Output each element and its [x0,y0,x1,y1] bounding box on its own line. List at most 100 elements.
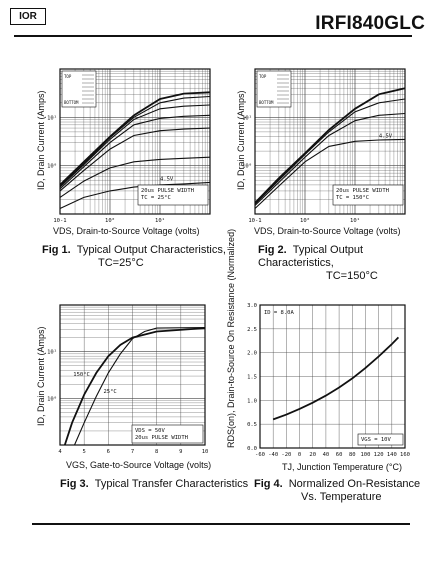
y-tick-label: 0.0 [247,446,257,452]
x-tick-label: 120 [374,452,384,458]
x-tick-label: 100 [360,452,370,458]
fig4-caption-line2: Vs. Temperature [301,491,382,503]
y-tick-label: 2.5 [247,327,257,333]
fig1-caption-line1: Typical Output Characteristics, [76,244,226,256]
series-line-5 [59,156,211,198]
fig2-chart: 10-1 10⁰ 10¹ 10⁰ 10¹ TOP BOTTOM 4.5V 20us PULSE … [242,68,406,224]
fig2-xlabel: VDS, Drain-to-Source Voltage (volts) [254,226,401,236]
annotation-text: ID = 8.0A [264,310,294,316]
annotation-text: 20us PULSE WIDTH [135,435,188,441]
fig2-caption: Fig 2. Typical Output Characteristics, TC… [258,244,438,283]
x-tick-label: 140 [387,452,397,458]
legend-box [61,70,97,108]
annotation-text: 4.5V [379,133,393,139]
fig1-ylabel: ID, Drain Current (Amps) [36,90,46,190]
x-tick-label: 8 [155,449,158,455]
series-line-2 [254,112,406,206]
x-tick-label: 10 [202,449,209,455]
y-tick-label: 10¹ [47,349,57,356]
series-label-25c: 25°C [104,389,117,395]
annotation-text: VGS = 10V [361,437,391,443]
plot-frame [254,68,406,215]
annotation-text: TC = 150°C [336,195,369,201]
y-tick-label: 10⁰ [47,163,57,170]
series-label-150c: 150°C [73,372,90,378]
x-tick-label: 7 [131,449,134,455]
x-tick-label: 10¹ [350,217,360,224]
series-line-0 [59,91,211,186]
logo: IOR [10,8,46,25]
fig4-caption-num: Fig 4. [254,478,283,490]
series-line-3 [59,114,211,190]
x-tick-label: 6 [107,449,110,455]
annotation-text: 4.5V [160,176,174,182]
x-tick-label: 40 [323,452,330,458]
x-tick-label: -20 [281,452,291,458]
fig2-caption-line2: TC=150°C [326,270,378,282]
x-tick-label: 9 [179,449,182,455]
x-tick-label: 80 [349,452,356,458]
fig4-xlabel: TJ, Junction Temperature (°C) [282,462,402,472]
legend-bottom: BOTTOM [259,100,274,105]
y-tick-label: 0.5 [247,422,257,428]
series-line-2 [59,104,211,188]
x-tick-label: 10-1 [248,218,261,224]
fig3-ylabel: ID, Drain Current (Amps) [36,326,46,426]
fig1-xlabel: VDS, Drain-to-Source Voltage (volts) [53,226,200,236]
y-tick-label: 2.0 [247,351,257,357]
series-line-1 [254,98,406,205]
x-tick-label: 4 [58,449,62,455]
annotation-box [332,184,404,206]
series-line-3 [254,138,406,209]
legend-top: TOP [64,74,72,79]
x-tick-label: 20 [309,452,316,458]
header-rule [14,35,412,37]
x-tick-label: 0 [298,452,301,458]
x-tick-label: 160 [400,452,410,458]
series-line-0 [254,87,406,204]
x-tick-label: -40 [268,452,278,458]
x-tick-label: 5 [83,449,86,455]
fig4-plot: -60 -40 -20 0 20 40 60 80 100 120 140 160 0.0 0.5 1.0 1… [247,303,410,458]
x-tick-label: 60 [336,452,343,458]
plot-frame [59,68,211,215]
series-line-0 [63,327,206,446]
x-tick-label: 10-1 [53,218,66,224]
fig1-chart: 10-1 10⁰ 10¹ 10⁰ 10¹ TOP BOTTOM 4.5V 20us PULSE … [47,68,211,224]
fig1-caption-num: Fig 1. [42,244,71,256]
series-line-1 [73,326,206,446]
fig4-caption: Fig 4. Normalized On-Resistance Vs. Tempe… [254,478,443,504]
annotation-box [357,433,404,446]
x-tick-label: -60 [255,452,265,458]
y-tick-label: 1.5 [247,375,257,381]
annotation-box [137,184,209,206]
fig3-xlabel: VGS, Gate-to-Source Voltage (volts) [66,460,212,470]
fig2-caption-num: Fig 2. [258,244,287,256]
footer-rule [32,523,410,525]
y-tick-label: 1.0 [247,398,257,404]
x-tick-label: 10⁰ [300,217,310,224]
series-line-0 [272,336,400,421]
x-tick-label: 10⁰ [105,217,115,224]
fig1-caption: Fig 1. Typical Output Characteristics, TC… [42,244,242,270]
series-line-4 [59,127,211,192]
part-number: IRFI840GLC [315,13,425,34]
fig2-ylabel: ID, Drain Current (Amps) [236,90,246,190]
fig3-chart: 4 5 6 7 8 9 10 10⁰ 10¹ 150°C 25°C VDS = 50V 20us PUL… [47,304,208,455]
plot-frame [59,304,206,446]
legend-bottom: BOTTOM [64,100,79,105]
x-tick-label: 10¹ [155,217,165,224]
legend-top: TOP [259,74,267,79]
y-tick-label: 3.0 [247,303,257,309]
plot-frame [259,304,406,449]
fig1-plot: 10-1 10⁰ 10¹ 10⁰ 10¹ TOP BOTTOM 4.5V 20us PULSE … [47,68,211,224]
fig3-caption-num: Fig 3. [60,478,89,490]
fig1-caption-line2: TC=25°C [98,257,144,269]
series-line-1 [59,95,211,187]
annotation-text: 20us PULSE WIDTH [336,188,389,194]
y-tick-label: 10¹ [242,114,252,121]
fig2-caption-line1: Typical Output Characteristics, [258,244,364,269]
annotation-text: 20us PULSE WIDTH [141,188,194,194]
fig4-ylabel: RDS(on), Drain-to-Source On Resistance (… [226,229,237,448]
